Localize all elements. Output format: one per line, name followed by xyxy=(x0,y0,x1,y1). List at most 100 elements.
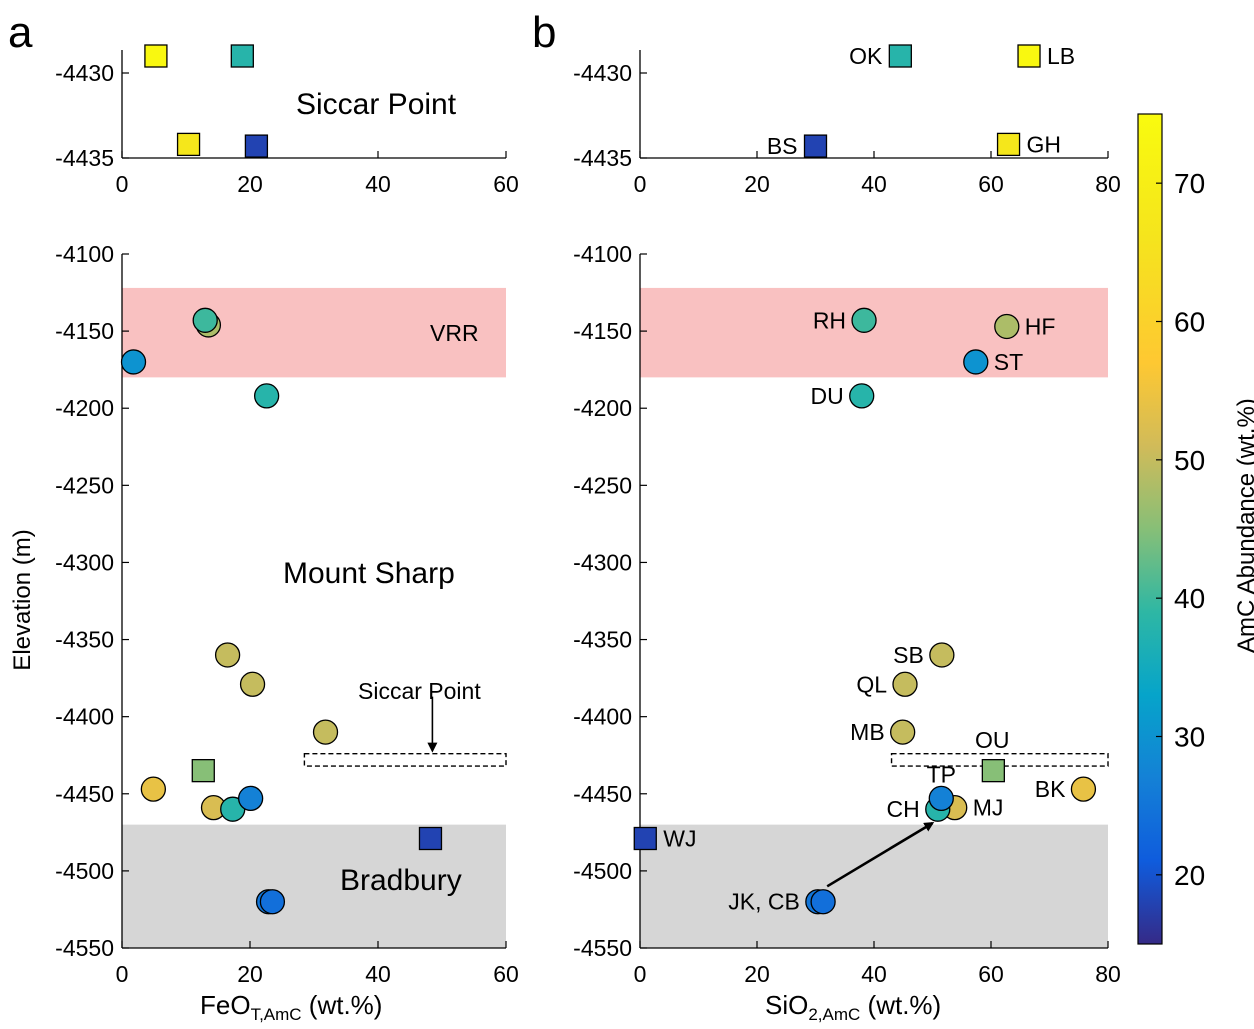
data-point-square-b-top-0 xyxy=(888,44,912,68)
x-tick-label: 20 xyxy=(237,171,263,197)
y-tick-label: -4200 xyxy=(573,395,632,421)
ou-box-label: OU xyxy=(975,727,1010,753)
colorbar-label: AmC Abundance (wt.%) xyxy=(1233,398,1254,653)
colorbar-tick-label: 30 xyxy=(1174,722,1205,753)
x-axis-label-a: FeOT,AmC (wt.%) xyxy=(200,990,382,1025)
point-label-tp: TP xyxy=(927,761,956,787)
data-point-square-b-main-7 xyxy=(981,758,1005,783)
x-tick-label: 60 xyxy=(978,961,1004,987)
colorbar-gradient xyxy=(1137,113,1163,945)
x-tick-label: 20 xyxy=(744,171,770,197)
transition-arrow xyxy=(826,821,935,888)
x-tick-label: 40 xyxy=(365,961,391,987)
vrr-band-label: VRR xyxy=(430,320,479,346)
data-point-circle-b-main-2 xyxy=(963,349,989,375)
x-axis-label-a-main: FeO xyxy=(200,990,251,1020)
data-point-square-a-main-12 xyxy=(418,826,443,851)
x-axis-label-b: SiO2,AmC (wt.%) xyxy=(765,990,941,1025)
band-vrr-b-main xyxy=(640,287,1108,378)
data-point-square-a-top-2 xyxy=(176,132,201,157)
y-tick-label: -4150 xyxy=(573,318,632,344)
y-tick-label: -4435 xyxy=(55,145,114,171)
point-label-ql: QL xyxy=(856,671,887,697)
x-axis-label-a-unit: (wt.%) xyxy=(301,990,383,1020)
point-label-mb: MB xyxy=(850,719,885,745)
data-point-square-a-top-1 xyxy=(230,44,254,68)
point-label-ok: OK xyxy=(849,43,883,69)
y-tick-label: -4435 xyxy=(573,145,632,171)
data-point-circle-a-main-5 xyxy=(239,671,266,697)
siccar-point-region-label: Siccar Point xyxy=(296,88,457,121)
data-point-circle-a-main-8 xyxy=(140,776,167,802)
y-tick-label: -4550 xyxy=(573,935,632,961)
data-point-square-a-top-3 xyxy=(244,134,269,158)
x-tick-label: 60 xyxy=(493,961,519,987)
data-point-circle-b-main-3 xyxy=(849,383,875,409)
panel-letter-b: b xyxy=(532,8,557,57)
x-tick-label: 40 xyxy=(365,171,391,197)
x-tick-label: 80 xyxy=(1095,961,1121,987)
x-tick-label: 60 xyxy=(978,171,1004,197)
data-point-circle-b-main-6 xyxy=(890,719,916,745)
x-axis-label-b-main: SiO xyxy=(765,990,809,1020)
point-label-rh: RH xyxy=(813,307,846,333)
data-point-circle-a-main-6 xyxy=(312,719,339,745)
data-point-square-a-top-0 xyxy=(144,44,168,68)
data-point-circle-a-main-2 xyxy=(120,349,147,375)
data-point-square-b-top-3 xyxy=(996,132,1021,157)
y-tick-label: -4250 xyxy=(573,472,632,498)
x-tick-label: 40 xyxy=(861,961,887,987)
y-tick-label: -4450 xyxy=(573,781,632,807)
y-tick-label: -4200 xyxy=(55,395,114,421)
mount-sharp-region-label: Mount Sharp xyxy=(283,557,455,590)
x-tick-label: 0 xyxy=(634,171,647,197)
colorbar-tick-label: 20 xyxy=(1174,860,1205,891)
y-tick-label: -4150 xyxy=(55,318,114,344)
data-point-circle-b-main-11 xyxy=(928,785,954,812)
y-tick-label: -4550 xyxy=(55,935,114,961)
bradbury-region-label: Bradbury xyxy=(340,864,462,897)
point-label-hf: HF xyxy=(1025,313,1056,339)
data-point-circle-a-main-1 xyxy=(192,307,218,333)
x-axis-label-b-unit: (wt.%) xyxy=(860,990,942,1020)
siccar-point-arrow-label: Siccar Point xyxy=(358,678,481,704)
x-axis-label-a-sub: T,AmC xyxy=(250,1005,302,1025)
data-point-square-a-main-7 xyxy=(191,758,215,783)
point-label-bs: BS xyxy=(767,133,798,159)
data-point-circle-b-main-8 xyxy=(1070,776,1097,802)
band-bradbury-b-main xyxy=(640,824,1108,948)
colorbar-tick-label: 40 xyxy=(1174,583,1205,614)
x-tick-label: 80 xyxy=(1095,171,1121,197)
panel-letter-a: a xyxy=(8,8,33,57)
y-tick-label: -4400 xyxy=(573,704,632,730)
data-point-circle-a-main-4 xyxy=(214,642,241,668)
y-tick-label: -4300 xyxy=(573,549,632,575)
y-tick-label: -4430 xyxy=(55,60,114,86)
data-point-circle-b-main-4 xyxy=(929,642,955,668)
y-tick-label: -4100 xyxy=(573,241,632,267)
point-label-du: DU xyxy=(810,383,843,409)
data-point-circle-b-main-1 xyxy=(994,313,1020,340)
point-label-ch: CH xyxy=(887,796,920,822)
x-tick-label: 40 xyxy=(861,171,887,197)
x-tick-label: 0 xyxy=(634,961,647,987)
y-tick-label: -4300 xyxy=(55,549,114,575)
point-label-st: ST xyxy=(994,349,1023,375)
band-vrr-a-main xyxy=(122,287,506,378)
x-tick-label: 0 xyxy=(116,961,129,987)
data-point-circle-b-main-0 xyxy=(851,307,877,333)
colorbar-tick-label: 70 xyxy=(1174,168,1205,199)
y-tick-label: -4500 xyxy=(55,858,114,884)
x-axis-label-b-sub: 2,AmC xyxy=(808,1005,861,1025)
point-label-lb: LB xyxy=(1047,43,1075,69)
siccar-point-dashed-box-a xyxy=(303,752,507,767)
y-tick-label: -4430 xyxy=(573,60,632,86)
x-tick-label: 20 xyxy=(237,961,263,987)
point-label-bk: BK xyxy=(1035,776,1066,802)
x-tick-label: 0 xyxy=(116,171,129,197)
data-point-circle-b-main-14 xyxy=(810,889,836,915)
point-label-wj: WJ xyxy=(663,826,696,852)
